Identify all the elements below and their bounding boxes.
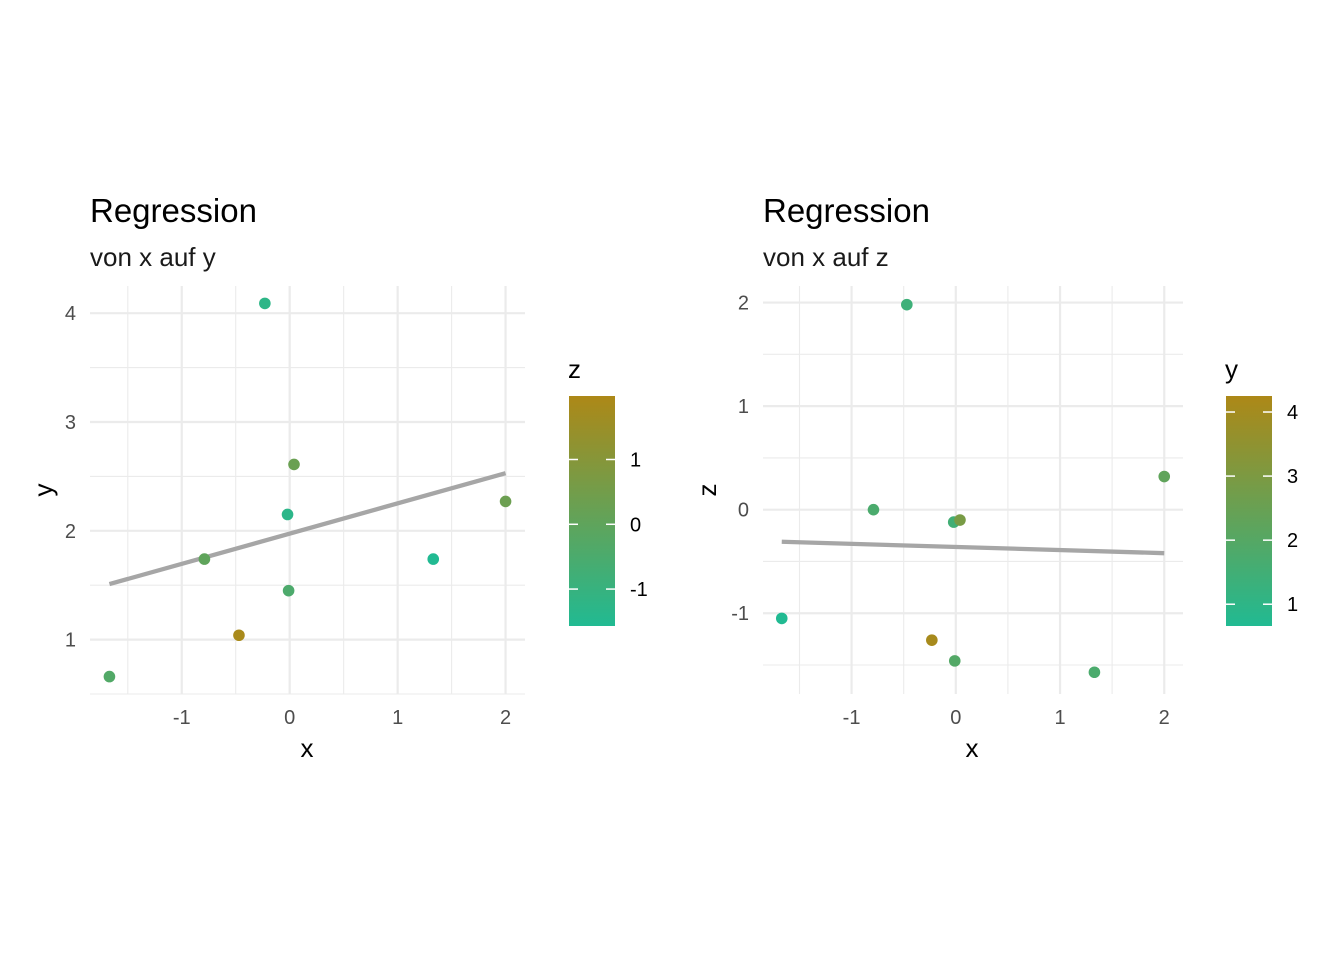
- data-point: [281, 508, 294, 521]
- data-point: [867, 503, 880, 516]
- data-point: [954, 514, 966, 526]
- fit-line-layer: [781, 539, 1165, 556]
- legend-title: y: [1225, 354, 1238, 384]
- legend-colorbar: [569, 396, 615, 626]
- legend-tick-label: 1: [1287, 594, 1298, 616]
- x-tick-label: -1: [173, 707, 191, 729]
- data-point: [948, 655, 961, 667]
- data-point: [926, 634, 938, 646]
- chart-title: Regression: [90, 192, 257, 229]
- legend-ticks: -1 0 1: [569, 449, 648, 601]
- y-tick-labels: -1 0 1 2: [731, 293, 749, 626]
- y-tick-label: 4: [65, 303, 76, 325]
- legend-colorbar: [1226, 396, 1272, 626]
- data-point: [103, 670, 116, 683]
- y-tick-label: 2: [738, 293, 749, 315]
- data-point: [288, 458, 300, 471]
- color-legend: y 1 2 3 4: [1225, 354, 1298, 626]
- data-point: [259, 297, 271, 310]
- legend-ticks: 1 2 3 4: [1226, 402, 1298, 616]
- y-tick-labels: 1 2 3 4: [65, 303, 76, 651]
- y-tick-label: 0: [738, 500, 749, 522]
- data-point: [1158, 470, 1171, 483]
- y-tick-label: 3: [65, 412, 76, 434]
- x-tick-label: 0: [950, 707, 961, 729]
- x-axis-title: x: [301, 733, 314, 763]
- y-tick-label: 1: [65, 630, 76, 652]
- y-tick-label: 2: [65, 521, 76, 543]
- chart-title: Regression: [763, 192, 930, 229]
- data-point: [499, 495, 512, 508]
- gridlines: [763, 286, 1183, 694]
- legend-tick-label: 3: [1287, 466, 1298, 488]
- regression-line: [781, 539, 1165, 556]
- panel-left: Regression von x auf y -1 0 1 2 1 2 3 4 x y z …: [28, 192, 648, 763]
- chart-subtitle: von x auf y: [90, 242, 216, 272]
- data-point: [901, 298, 913, 311]
- y-tick-label: 1: [738, 396, 749, 418]
- data-point: [775, 612, 788, 625]
- legend-tick-label: 1: [630, 449, 641, 471]
- x-tick-label: 0: [284, 707, 295, 729]
- data-point: [198, 553, 211, 565]
- data-point: [282, 584, 295, 597]
- x-tick-label: 2: [1159, 707, 1170, 729]
- points-layer: [775, 298, 1171, 679]
- panel-right: Regression von x auf z -1 0 1 2 -1 0 1 2 x z y…: [692, 192, 1298, 763]
- x-tick-label: -1: [843, 707, 861, 729]
- x-tick-label: 1: [1054, 707, 1065, 729]
- data-point: [427, 553, 440, 565]
- y-axis-title: y: [28, 484, 58, 497]
- data-point: [233, 629, 245, 642]
- legend-tick-label: 4: [1287, 402, 1298, 424]
- gridlines: [90, 286, 525, 695]
- legend-tick-label: 0: [630, 514, 641, 536]
- x-axis-title: x: [966, 733, 979, 763]
- x-tick-label: 2: [500, 707, 511, 729]
- x-tick-labels: -1 0 1 2: [843, 707, 1170, 729]
- fit-line-layer: [108, 471, 507, 587]
- y-tick-label: -1: [731, 603, 749, 625]
- legend-title: z: [568, 354, 581, 384]
- legend-tick-label: -1: [630, 579, 648, 601]
- regression-line: [108, 471, 507, 587]
- y-axis-title: z: [692, 484, 722, 497]
- legend-tick-label: 2: [1287, 530, 1298, 552]
- points-layer: [103, 297, 512, 683]
- color-legend: z -1 0 1: [568, 354, 648, 626]
- chart-subtitle: von x auf z: [763, 242, 889, 272]
- x-tick-labels: -1 0 1 2: [173, 707, 511, 729]
- data-point: [1088, 666, 1101, 679]
- x-tick-label: 1: [392, 707, 403, 729]
